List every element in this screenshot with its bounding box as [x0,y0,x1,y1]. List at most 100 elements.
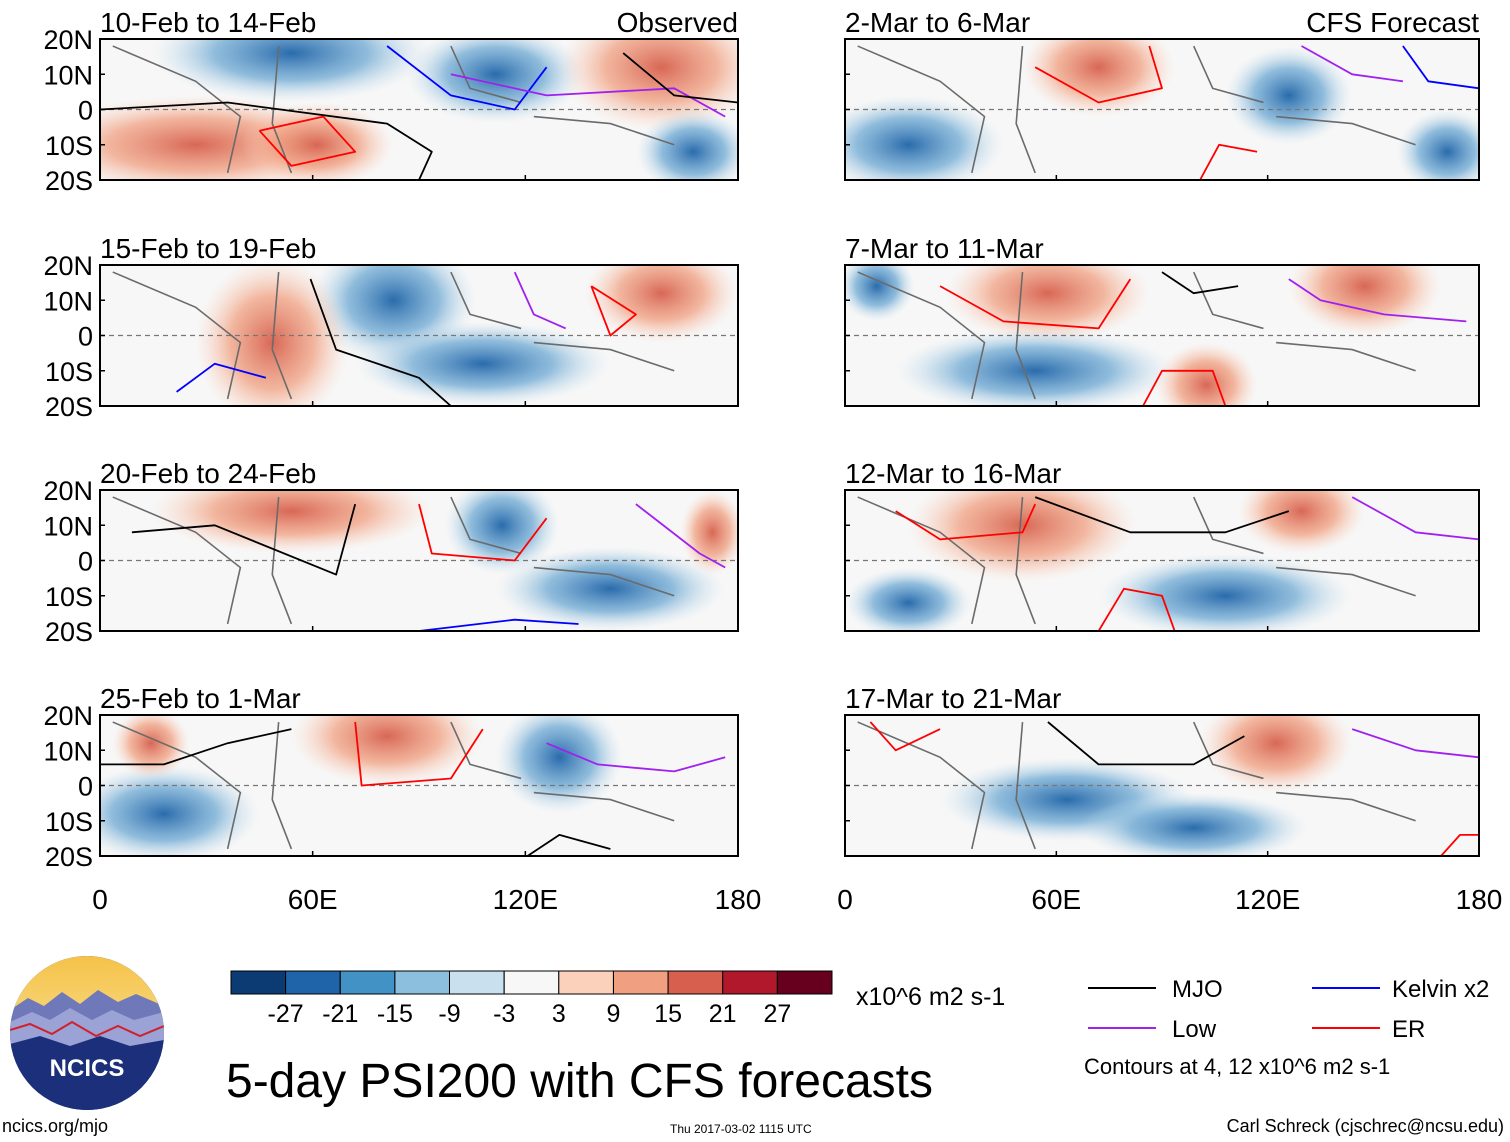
panel-8: 17-Mar to 21-Mar [844,683,1480,857]
contour-er [1034,45,1163,104]
panel-7: 12-Mar to 16-Mar [844,458,1480,632]
x-tick-label: 180 [1456,884,1503,915]
panel-period-label: 2-Mar to 6-Mar [845,7,1030,38]
panel-field [845,265,1479,406]
contour-er [895,503,1037,541]
ncics-logo: NCICS [10,956,164,1110]
colorbar-swatch [667,970,724,995]
footer-site: ncics.org/mjo [2,1116,108,1136]
y-tick-label: 10N [43,736,93,766]
contour-mjo [1034,496,1290,534]
coastline [857,721,1416,850]
contour-low [1301,45,1404,83]
contour-mjo [131,503,357,576]
contour-low [450,73,726,118]
y-tick-label: 10S [45,807,93,837]
contour-mjo [622,52,738,104]
positive-anomaly [559,39,738,131]
y-tick-label: 0 [78,322,93,352]
y-tick-label: 10N [43,60,93,90]
colorbar-level-label: 21 [709,1000,737,1028]
negative-anomaly [100,764,260,856]
positive-anomaly [1022,39,1175,117]
legend-mjo-label: MJO [1172,976,1223,1003]
contour-kelvin-x2 [418,618,579,631]
logo-landscape [10,956,164,1110]
coastline [112,721,675,850]
coastline [112,271,675,400]
positive-anomaly [291,715,483,786]
colorbar-level-label: -15 [377,1000,413,1028]
y-tick-label: 20S [45,617,93,647]
negative-anomaly [495,546,726,631]
panel-field [845,715,1479,856]
colorbar-swatch [503,970,560,995]
negative-anomaly [1079,792,1308,856]
negative-anomaly [355,321,611,406]
contour-er [939,278,1132,330]
positive-anomaly [680,490,738,575]
panel-2: 15-Feb to 19-Feb [99,233,739,407]
panel-source-label: CFS Forecast [1306,7,1479,38]
panel-period-label: 25-Feb to 1-Mar [100,683,301,714]
coastline [112,45,675,174]
contour-kelvin-x2 [176,362,267,393]
figure-title: 5-day PSI200 with CFS forecasts [226,1055,933,1108]
x-tick-label: 120E [1235,884,1300,915]
panel-period-label: 17-Mar to 21-Mar [845,683,1061,714]
colorbar-swatch [230,970,287,995]
y-tick-label: 20S [45,166,93,196]
coastline [857,45,1416,174]
colorbar-level-label: 9 [607,1000,621,1028]
shared-axes: 20N 10N 0 10S 20S 20N 10N 0 10S 20S 20N 10N 0 10S 20S 2… [43,25,1502,915]
panel-field [100,265,738,406]
footer-timestamp: Thu 2017-03-02 1115 UTC [670,1122,812,1136]
x-tick-label: 120E [493,884,558,915]
colorbar-swatch [776,970,833,995]
positive-anomaly [151,490,432,554]
coastline [857,271,1416,400]
y-tick-label: 10S [45,582,93,612]
positive-anomaly [1238,490,1365,554]
contour-er [1097,587,1176,631]
negative-anomaly [406,39,585,124]
positive-anomaly [1288,265,1441,336]
y-tick-label: 0 [78,547,93,577]
positive-anomaly [240,102,394,180]
colorbar-swatch [285,970,341,995]
y-tick-label: 0 [78,96,93,126]
legend-contour-note: Contours at 4, 12 x10^6 m2 s-1 [1084,1054,1390,1079]
negative-anomaly [1225,46,1353,145]
colorbar-level-label: 27 [763,1000,791,1028]
negative-anomaly [444,490,560,575]
contour-er [258,115,357,167]
footer-credit: Carl Schreck (cjschrec@ncsu.edu) [1227,1116,1504,1136]
y-tick-label: 20N [43,251,93,281]
panel-period-label: 12-Mar to 16-Mar [845,458,1061,489]
legend-kelvin-label: Kelvin x2 [1392,976,1489,1003]
negative-anomaly [495,715,624,814]
negative-anomaly [895,328,1175,406]
negative-anomaly [1396,109,1479,180]
x-tick-label: 60E [288,884,338,915]
contour-low [635,503,726,569]
panel-3: 20-Feb to 24-Feb [99,458,739,632]
contour-mjo [309,278,452,406]
colorbar-level-label: -21 [322,1000,358,1028]
y-tick-label: 20S [45,392,93,422]
contour-kelvin-x2 [1402,45,1479,90]
contour-er [1199,143,1258,180]
contour-er [418,503,548,562]
positive-anomaly [1155,342,1258,406]
colorbar-swatch [558,970,614,995]
negative-anomaly [845,265,915,322]
panel-1: 10-Feb to 14-Feb Observed [99,7,739,181]
logo-text: NCICS [50,1055,125,1082]
panel-4: 25-Feb to 1-Mar [99,683,739,857]
positive-anomaly [1200,715,1353,793]
negative-anomaly [635,109,738,180]
x-tick-label: 60E [1031,884,1081,915]
colorbar-level-label: 3 [552,1000,566,1028]
colorbar-level-label: -3 [493,1000,515,1028]
contour-mjo [100,728,292,766]
